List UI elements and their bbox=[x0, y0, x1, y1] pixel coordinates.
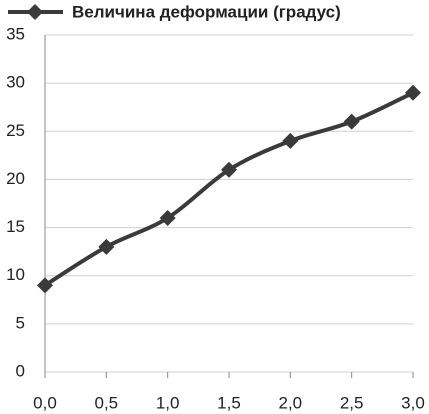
y-tick-label: 5 bbox=[16, 313, 25, 332]
x-tick-label: 1,5 bbox=[217, 393, 241, 412]
point-marker bbox=[405, 84, 421, 101]
y-tick-label: 20 bbox=[6, 169, 25, 188]
legend-label: Величина деформации (градус) bbox=[72, 2, 341, 21]
point-marker bbox=[37, 277, 53, 294]
point-marker bbox=[159, 209, 176, 226]
x-tick-label: 0,5 bbox=[95, 393, 119, 412]
legend-marker bbox=[27, 4, 43, 20]
y-tick-label: 30 bbox=[6, 73, 25, 92]
x-tick-label: 3,0 bbox=[401, 393, 425, 412]
point-marker bbox=[221, 161, 237, 178]
x-tick-label: 2,5 bbox=[340, 393, 364, 412]
point-marker bbox=[343, 113, 360, 130]
y-tick-label: 10 bbox=[6, 265, 25, 284]
x-tick-label: 1,0 bbox=[156, 393, 180, 412]
y-tick-label: 25 bbox=[6, 121, 25, 140]
point-marker bbox=[282, 132, 299, 149]
y-tick-label: 0 bbox=[16, 361, 25, 380]
x-tick-label: 0,0 bbox=[33, 393, 57, 412]
point-marker bbox=[98, 238, 115, 255]
y-tick-label: 35 bbox=[6, 24, 25, 43]
y-tick-label: 15 bbox=[6, 217, 25, 236]
x-tick-label: 2,0 bbox=[279, 393, 303, 412]
